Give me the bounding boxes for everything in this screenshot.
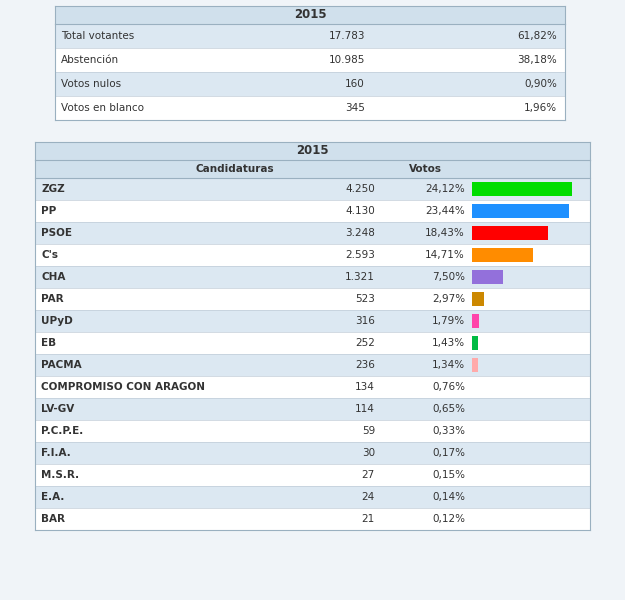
- Text: COMPROMISO CON ARAGON: COMPROMISO CON ARAGON: [41, 382, 205, 392]
- Text: UPyD: UPyD: [41, 316, 72, 326]
- Text: 0,65%: 0,65%: [432, 404, 465, 414]
- Text: 1,96%: 1,96%: [524, 103, 557, 113]
- Text: 23,44%: 23,44%: [425, 206, 465, 216]
- Text: 523: 523: [355, 294, 375, 304]
- Text: 0,76%: 0,76%: [432, 382, 465, 392]
- Text: 0,90%: 0,90%: [524, 79, 557, 89]
- Text: 1,79%: 1,79%: [432, 316, 465, 326]
- Bar: [472, 358, 478, 371]
- Text: 316: 316: [355, 316, 375, 326]
- Text: 59: 59: [362, 426, 375, 436]
- Text: ZGZ: ZGZ: [41, 184, 65, 194]
- Text: 4.130: 4.130: [345, 206, 375, 216]
- Text: C's: C's: [41, 250, 58, 260]
- Text: 252: 252: [355, 338, 375, 348]
- Text: PAR: PAR: [41, 294, 64, 304]
- Bar: [472, 337, 478, 350]
- Text: Candidaturas: Candidaturas: [196, 164, 274, 174]
- Bar: [55, 48, 565, 72]
- Text: PP: PP: [41, 206, 56, 216]
- Bar: [35, 464, 590, 486]
- Text: 14,71%: 14,71%: [425, 250, 465, 260]
- Text: 2015: 2015: [294, 8, 326, 22]
- Bar: [35, 142, 590, 160]
- Bar: [55, 24, 565, 48]
- Text: 24: 24: [362, 492, 375, 502]
- Text: M.S.R.: M.S.R.: [41, 470, 79, 480]
- Text: 61,82%: 61,82%: [518, 31, 557, 41]
- Text: Total votantes: Total votantes: [61, 31, 134, 41]
- Bar: [35, 486, 590, 508]
- Text: 10.985: 10.985: [329, 55, 365, 65]
- Text: BAR: BAR: [41, 514, 65, 524]
- Text: 160: 160: [345, 79, 365, 89]
- Text: 1.321: 1.321: [345, 272, 375, 282]
- Bar: [35, 288, 590, 310]
- Text: 30: 30: [362, 448, 375, 458]
- Bar: [35, 376, 590, 398]
- Bar: [55, 72, 565, 96]
- Bar: [35, 266, 590, 288]
- Text: 27: 27: [362, 470, 375, 480]
- Bar: [55, 6, 565, 24]
- Text: Abstención: Abstención: [61, 55, 119, 65]
- Text: 2,97%: 2,97%: [432, 294, 465, 304]
- Text: LV-GV: LV-GV: [41, 404, 74, 414]
- Text: PACMA: PACMA: [41, 360, 82, 370]
- Bar: [35, 508, 590, 530]
- Bar: [55, 96, 565, 120]
- Text: 38,18%: 38,18%: [518, 55, 557, 65]
- Bar: [472, 314, 479, 328]
- Text: 0,33%: 0,33%: [432, 426, 465, 436]
- Text: 1,34%: 1,34%: [432, 360, 465, 370]
- Text: 134: 134: [355, 382, 375, 392]
- Text: 1,43%: 1,43%: [432, 338, 465, 348]
- Bar: [35, 332, 590, 354]
- Text: Votos: Votos: [409, 164, 441, 174]
- Bar: [35, 420, 590, 442]
- Text: 24,12%: 24,12%: [425, 184, 465, 194]
- Text: 17.783: 17.783: [329, 31, 365, 41]
- Bar: [35, 398, 590, 420]
- Text: 236: 236: [355, 360, 375, 370]
- Text: 4.250: 4.250: [345, 184, 375, 194]
- Bar: [472, 226, 548, 239]
- Text: P.C.P.E.: P.C.P.E.: [41, 426, 83, 436]
- Bar: [35, 160, 590, 178]
- Text: PSOE: PSOE: [41, 228, 72, 238]
- Bar: [35, 310, 590, 332]
- Text: 0,12%: 0,12%: [432, 514, 465, 524]
- Bar: [472, 182, 572, 196]
- Bar: [35, 354, 590, 376]
- Bar: [35, 442, 590, 464]
- Text: 2015: 2015: [296, 145, 329, 157]
- Text: 345: 345: [345, 103, 365, 113]
- Text: Votos en blanco: Votos en blanco: [61, 103, 144, 113]
- Text: 21: 21: [362, 514, 375, 524]
- Text: CHA: CHA: [41, 272, 66, 282]
- Text: 0,14%: 0,14%: [432, 492, 465, 502]
- Bar: [35, 200, 590, 222]
- Text: 7,50%: 7,50%: [432, 272, 465, 282]
- Bar: [35, 244, 590, 266]
- Bar: [472, 292, 484, 305]
- Text: 3.248: 3.248: [345, 228, 375, 238]
- Text: F.I.A.: F.I.A.: [41, 448, 71, 458]
- Text: 0,17%: 0,17%: [432, 448, 465, 458]
- Bar: [35, 178, 590, 200]
- Bar: [35, 222, 590, 244]
- Text: 0,15%: 0,15%: [432, 470, 465, 480]
- Text: 114: 114: [355, 404, 375, 414]
- Text: Votos nulos: Votos nulos: [61, 79, 121, 89]
- Text: EB: EB: [41, 338, 56, 348]
- Bar: [472, 205, 569, 218]
- Text: E.A.: E.A.: [41, 492, 64, 502]
- Text: 18,43%: 18,43%: [425, 228, 465, 238]
- Text: 2.593: 2.593: [345, 250, 375, 260]
- Bar: [472, 248, 533, 262]
- Bar: [472, 271, 503, 284]
